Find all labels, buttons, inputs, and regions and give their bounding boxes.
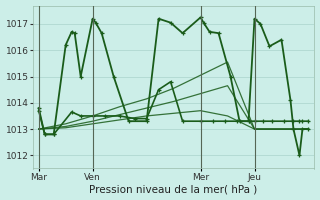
X-axis label: Pression niveau de la mer( hPa ): Pression niveau de la mer( hPa )	[90, 184, 258, 194]
